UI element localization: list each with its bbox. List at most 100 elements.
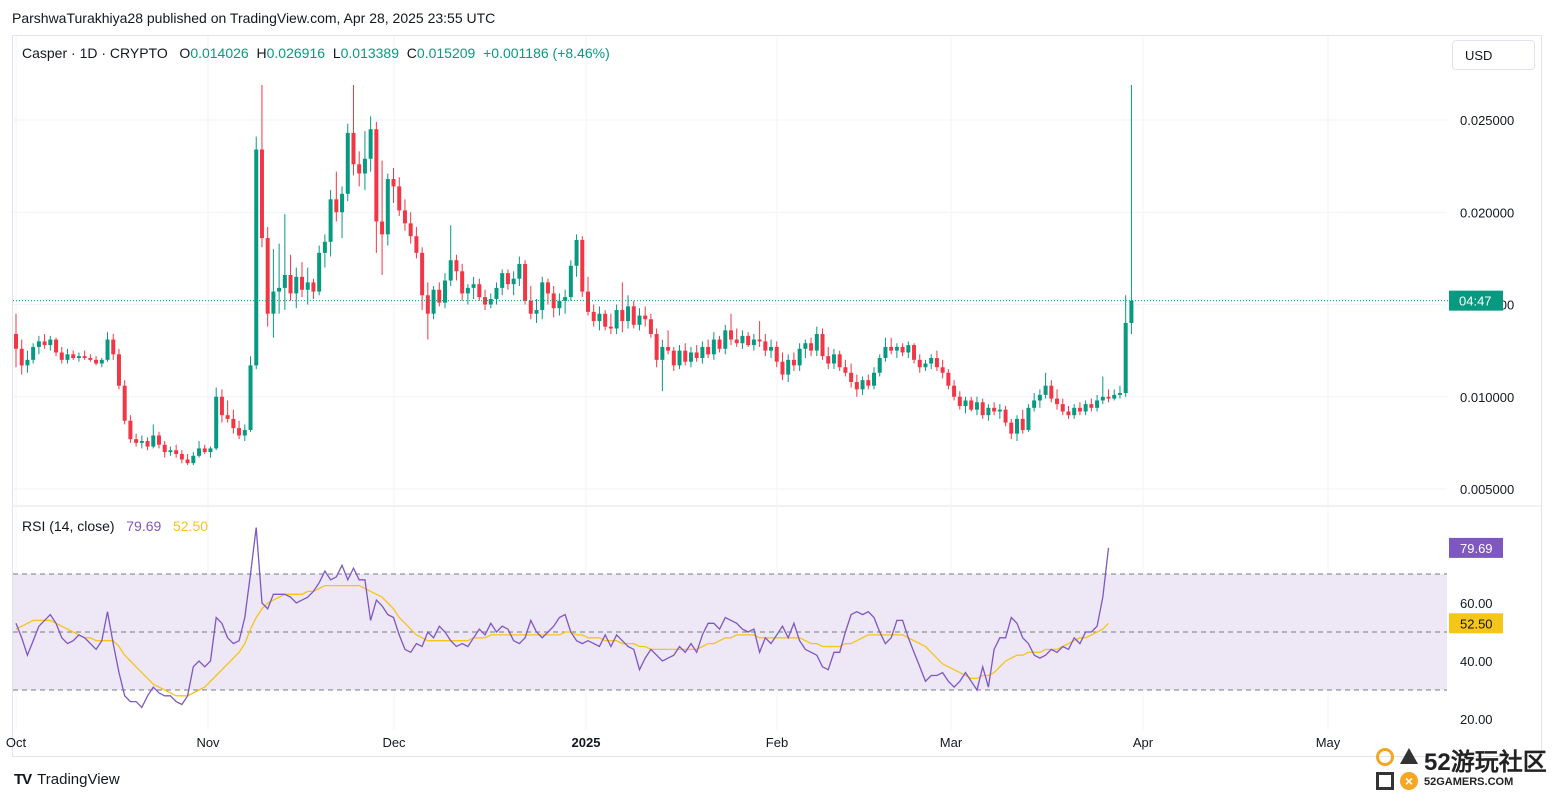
candle-body bbox=[282, 274, 287, 288]
candle-body bbox=[974, 402, 979, 410]
candle bbox=[1083, 400, 1088, 416]
candle-body bbox=[448, 260, 453, 281]
candle-body bbox=[402, 210, 407, 224]
candle bbox=[528, 286, 533, 320]
candle bbox=[1043, 372, 1048, 399]
candle bbox=[111, 334, 116, 360]
candle bbox=[574, 234, 579, 277]
cross-icon: × bbox=[1400, 772, 1418, 790]
candle-body bbox=[443, 280, 447, 303]
candle-body bbox=[311, 282, 316, 292]
candle bbox=[974, 396, 979, 416]
candle-body bbox=[76, 356, 81, 359]
rsi-ma-line bbox=[15, 584, 1109, 697]
candle bbox=[471, 276, 476, 299]
time-tick-label: Oct bbox=[6, 735, 27, 750]
candle-body bbox=[31, 346, 36, 360]
candle-body bbox=[786, 359, 791, 375]
triangle-icon bbox=[1400, 748, 1418, 764]
candle-body bbox=[420, 252, 425, 296]
candle bbox=[174, 444, 179, 458]
candle bbox=[1072, 404, 1077, 419]
symbol-name[interactable]: Casper · 1D · CRYPTO bbox=[22, 45, 168, 61]
candle-body bbox=[917, 359, 922, 368]
candle bbox=[362, 131, 367, 191]
candle-body bbox=[791, 359, 796, 366]
candle bbox=[631, 300, 636, 329]
candle-body bbox=[116, 354, 121, 386]
candle bbox=[402, 199, 407, 231]
candle bbox=[191, 452, 196, 466]
candle bbox=[586, 276, 590, 316]
candle bbox=[969, 396, 974, 412]
candle bbox=[763, 334, 768, 357]
candle-body bbox=[626, 306, 631, 322]
candle-body bbox=[986, 407, 991, 416]
candle bbox=[729, 313, 733, 346]
candle bbox=[826, 346, 831, 370]
candle-body bbox=[305, 282, 310, 290]
candle-body bbox=[362, 158, 367, 174]
candle bbox=[1095, 394, 1100, 412]
candle bbox=[746, 332, 751, 347]
candle bbox=[380, 160, 385, 275]
candle bbox=[179, 450, 184, 464]
candle-body bbox=[460, 271, 465, 294]
candle-body bbox=[328, 199, 333, 242]
candle-body bbox=[580, 239, 585, 292]
rsi-legend: RSI (14, close) 79.69 52.50 bbox=[22, 518, 208, 534]
candle bbox=[322, 234, 327, 268]
candle-body bbox=[563, 297, 568, 301]
candle-body bbox=[900, 346, 905, 353]
rsi-title[interactable]: RSI (14, close) bbox=[22, 518, 115, 534]
candle-body bbox=[528, 300, 533, 314]
candle bbox=[454, 254, 459, 281]
candle bbox=[563, 289, 568, 314]
candle bbox=[774, 341, 779, 368]
candle bbox=[1020, 409, 1025, 434]
candle-body bbox=[957, 396, 962, 406]
candle-body bbox=[883, 346, 888, 359]
candle bbox=[317, 245, 322, 296]
candle bbox=[122, 380, 127, 425]
candle bbox=[414, 227, 419, 259]
candle-body bbox=[717, 339, 722, 349]
tradingview-logo[interactable]: TV TradingView bbox=[14, 771, 120, 788]
candle-body bbox=[294, 276, 299, 294]
circle-icon bbox=[1376, 748, 1394, 766]
candle bbox=[934, 350, 939, 371]
candle bbox=[94, 356, 99, 366]
candle-body bbox=[906, 345, 911, 353]
candle bbox=[202, 444, 207, 454]
candle bbox=[214, 387, 219, 451]
candle bbox=[957, 391, 962, 410]
candle-body bbox=[608, 326, 613, 329]
candle-body bbox=[586, 291, 590, 312]
candle bbox=[425, 282, 430, 340]
currency-button[interactable]: USD bbox=[1452, 40, 1535, 70]
price-tick-label: 0.025000 bbox=[1460, 113, 1514, 128]
candle-body bbox=[334, 199, 339, 213]
candle bbox=[912, 343, 917, 364]
candle bbox=[254, 136, 259, 370]
candle bbox=[1066, 405, 1071, 419]
candle bbox=[219, 389, 224, 423]
candle-body bbox=[740, 335, 745, 344]
last-price-badge bbox=[1449, 290, 1503, 311]
price-tick-label: 0.010000 bbox=[1460, 390, 1514, 405]
low-value: 0.013389 bbox=[340, 45, 400, 61]
candle-body bbox=[483, 297, 488, 305]
candle-body bbox=[780, 361, 785, 375]
candle bbox=[557, 293, 562, 316]
candle bbox=[134, 433, 139, 447]
candle-body bbox=[174, 450, 179, 454]
candle-body bbox=[711, 339, 716, 355]
candle-body bbox=[219, 396, 224, 416]
candle bbox=[340, 186, 345, 239]
candle-body bbox=[99, 359, 104, 364]
candle bbox=[814, 326, 819, 357]
candle-body bbox=[614, 310, 619, 329]
low-label: L bbox=[332, 45, 341, 61]
candle bbox=[357, 151, 362, 187]
